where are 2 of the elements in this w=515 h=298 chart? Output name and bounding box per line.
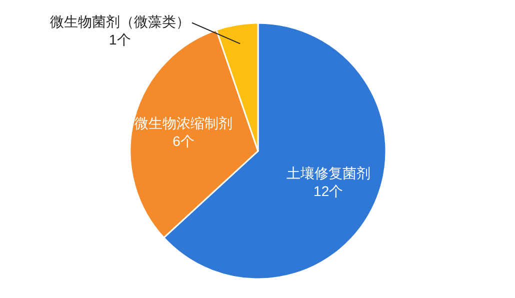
slice-label: 微生物菌剂（微藻类） [50, 14, 190, 30]
data-label: 1个 [109, 32, 131, 48]
